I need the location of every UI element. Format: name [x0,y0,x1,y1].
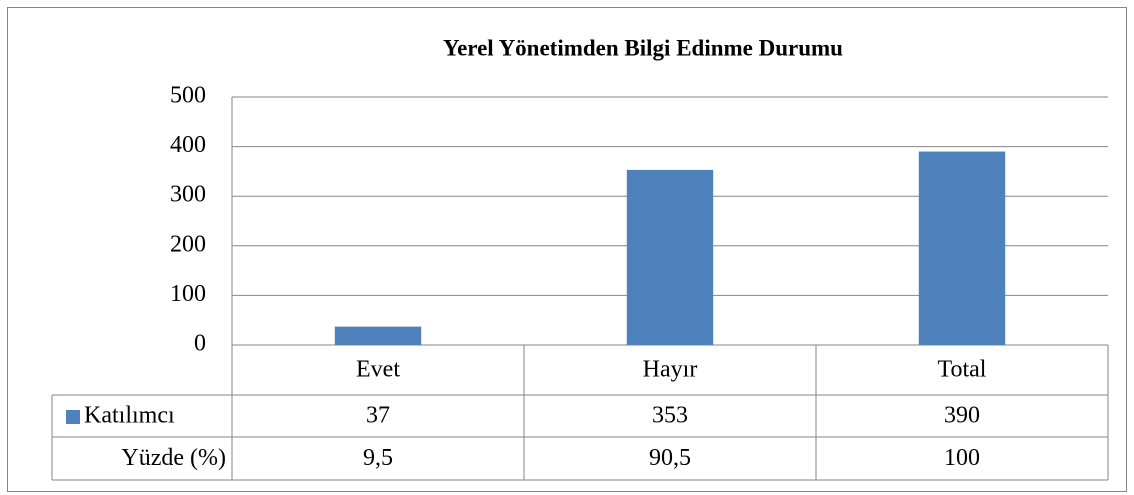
table-value: 90,5 [649,445,691,471]
table-value: 100 [944,445,980,471]
table-value: 353 [652,403,688,429]
legend-label: Katılımcı [84,403,175,429]
y-tick-label: 400 [170,132,206,158]
legend-swatch [66,410,80,424]
table-value: 390 [944,403,980,429]
table-value: 9,5 [363,445,393,471]
y-tick-label: 300 [170,182,206,208]
bar [334,326,422,345]
x-tick-label: Total [938,357,987,383]
table-value: 37 [366,403,390,429]
y-tick-label: 200 [170,231,206,257]
y-tick-label: 0 [194,331,206,357]
x-tick-label: Evet [356,357,400,383]
x-tick-label: Hayır [643,357,698,383]
table-row-label: Yüzde (%) [121,445,226,471]
y-tick-label: 500 [170,83,206,109]
bar [626,169,714,345]
chart-title: Yerel Yönetimden Bilgi Edinme Durumu [443,35,843,60]
y-tick-label: 100 [170,281,206,307]
bar [918,151,1006,345]
